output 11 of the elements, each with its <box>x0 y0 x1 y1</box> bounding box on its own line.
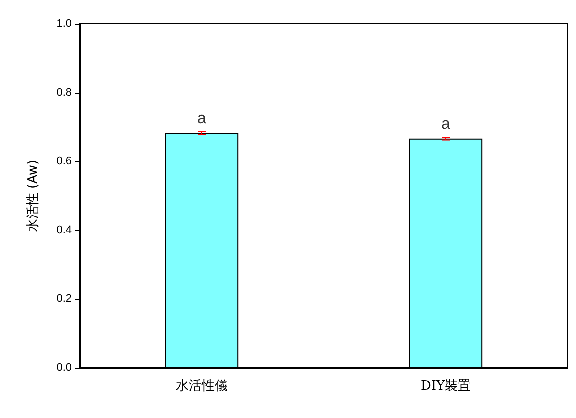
y-tick-label: 0.6 <box>56 156 72 168</box>
x-tick-label: 水活性儀 <box>176 379 228 394</box>
y-tick-label: 0.2 <box>56 293 72 306</box>
y-axis-title: 水活性 (Aw) <box>26 160 41 232</box>
annotation: a <box>198 110 207 128</box>
y-tick-label: 0.0 <box>56 362 72 374</box>
x-tick-label: DIY裝置 <box>420 379 472 394</box>
y-tick-label: 1.0 <box>56 18 72 30</box>
y-tick-label: 0.4 <box>56 224 72 236</box>
annotation: a <box>442 116 451 134</box>
y-tick-label: 0.8 <box>56 86 72 99</box>
